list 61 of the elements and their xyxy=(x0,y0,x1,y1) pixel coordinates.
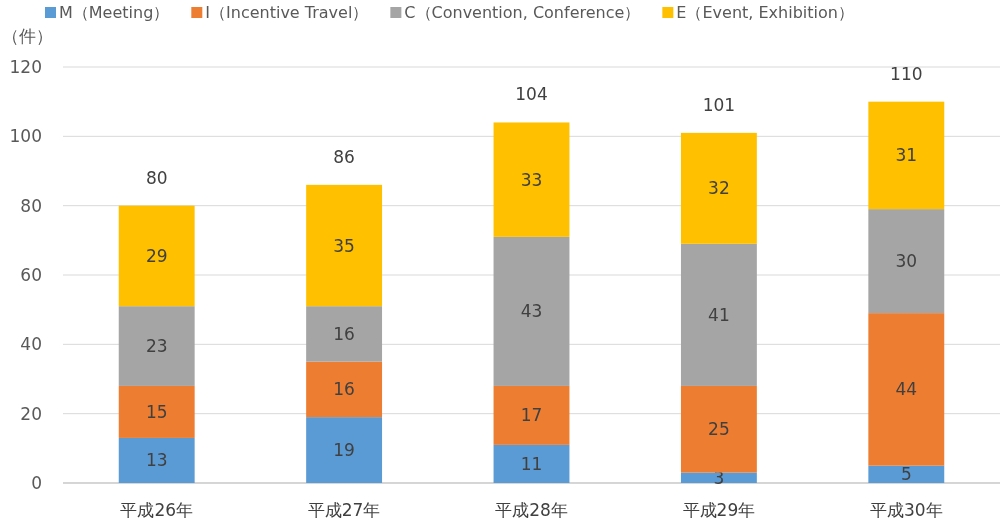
data-label: 19 xyxy=(333,440,355,461)
bar xyxy=(306,306,383,362)
data-label: 35 xyxy=(333,235,355,256)
bar xyxy=(493,444,570,483)
bar xyxy=(306,184,383,307)
total-label: 80 xyxy=(145,167,168,188)
y-tick-label: 40 xyxy=(20,334,42,355)
bar xyxy=(868,209,945,314)
bar xyxy=(868,101,945,210)
bar xyxy=(868,465,945,483)
bar xyxy=(680,132,757,244)
total-label: 110 xyxy=(890,63,923,84)
x-tick-label: 平成29年 xyxy=(682,500,756,520)
bar xyxy=(118,385,195,438)
y-tick-label: 120 xyxy=(9,57,42,77)
x-tick-label: 平成26年 xyxy=(120,500,194,520)
x-tick-label: 平成28年 xyxy=(495,500,568,520)
data-label: 30 xyxy=(895,251,918,272)
data-label: 17 xyxy=(520,405,543,426)
data-label: 32 xyxy=(708,178,730,199)
bar xyxy=(680,472,757,483)
bar xyxy=(118,205,195,307)
data-label: 33 xyxy=(520,169,543,190)
total-label: 86 xyxy=(333,146,355,167)
y-axis-title: （件） xyxy=(2,26,53,46)
data-label: 13 xyxy=(145,450,168,471)
bar xyxy=(493,385,570,445)
bar xyxy=(868,313,945,466)
data-label: 29 xyxy=(145,245,168,266)
data-label: 11 xyxy=(520,453,543,474)
y-tick-label: 80 xyxy=(20,195,42,216)
data-label: 43 xyxy=(520,301,543,322)
data-label: 15 xyxy=(145,401,168,422)
bar xyxy=(680,243,757,386)
data-label: 23 xyxy=(145,336,168,357)
data-label: 5 xyxy=(900,464,912,485)
bar xyxy=(680,385,757,473)
x-tick-label: 平成30年 xyxy=(869,500,943,520)
y-tick-label: 100 xyxy=(9,126,42,147)
data-label: 44 xyxy=(895,379,918,400)
legend-label: C（Convention, Conference） xyxy=(404,3,641,22)
legend-label: E（Event, Exhibition） xyxy=(676,3,854,22)
y-tick-label: 60 xyxy=(20,265,42,285)
total-label: 101 xyxy=(702,94,736,115)
x-tick-label: 平成27年 xyxy=(307,500,381,520)
bar xyxy=(306,361,383,418)
legend-label: I（Incentive Travel） xyxy=(205,3,369,22)
total-label: 104 xyxy=(515,84,548,105)
bar xyxy=(118,306,195,386)
y-tick-label: 0 xyxy=(31,473,42,493)
bar xyxy=(118,437,195,483)
data-label: 41 xyxy=(708,304,730,325)
data-label: 16 xyxy=(333,379,355,400)
data-label: 25 xyxy=(708,419,730,440)
y-tick-label: 20 xyxy=(20,403,42,424)
data-label: 16 xyxy=(333,323,355,344)
bar xyxy=(493,122,570,237)
bar xyxy=(306,417,383,483)
bar xyxy=(493,236,570,386)
data-label: 31 xyxy=(895,145,918,166)
legend-label: M（Meeting） xyxy=(59,3,170,22)
